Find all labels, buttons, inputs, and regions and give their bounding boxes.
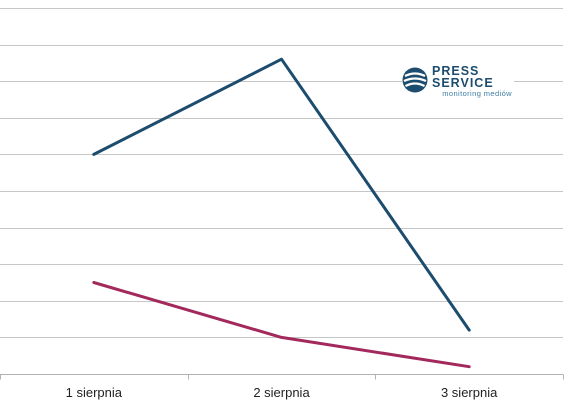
series-line-2 [92,281,471,369]
x-tick-labels: 1 sierpnia 2 sierpnia 3 sierpnia [66,385,498,400]
x-axis [0,374,564,380]
press-service-logo: PRESS SERVICE monitoring mediów [402,64,514,100]
series-lines [92,57,471,369]
x-tick-label: 1 sierpnia [66,385,123,400]
logo-word-service: SERVICE [432,76,494,90]
series-line-1 [92,57,471,332]
logo-word-press: PRESS [432,64,480,78]
x-tick-label: 2 sierpnia [253,385,310,400]
logo-tagline: monitoring mediów [442,89,512,98]
globe-icon [402,67,428,93]
logo-wordmark: PRESS SERVICE monitoring mediów [432,65,514,98]
x-tick-label: 3 sierpnia [441,385,498,400]
